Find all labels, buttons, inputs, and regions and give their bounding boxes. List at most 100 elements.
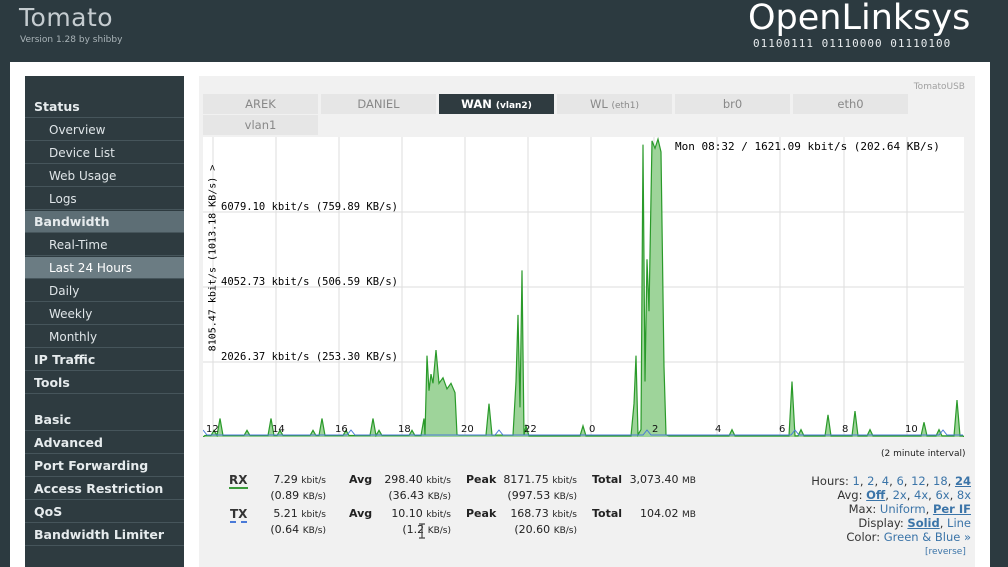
right-border: [990, 62, 1008, 567]
display-options: Display: Solid, Line: [858, 516, 971, 530]
tab-vlan1[interactable]: vlan1: [203, 115, 318, 135]
hours-option-1[interactable]: 1: [852, 474, 860, 488]
hour-tick-label: 20: [461, 424, 474, 435]
tab-eth0[interactable]: eth0: [793, 94, 908, 114]
app-version: Version 1.28 by shibby: [20, 35, 123, 45]
hour-tick-label: 16: [335, 424, 348, 435]
hours-option-6[interactable]: 6: [896, 474, 904, 488]
brand-logo-binary: 01100111 01110000 01110100: [753, 37, 952, 50]
sidebar-item-real-time[interactable]: Real-Time: [25, 234, 184, 256]
hour-tick-label: 10: [905, 424, 918, 435]
tab-daniel[interactable]: DANIEL: [321, 94, 436, 114]
bandwidth-graph[interactable]: 12 14 16 18 20 22 0 2 4 6 8 10 6079.10 kbit/s (759.8…: [202, 136, 965, 438]
sidebar-item-advanced[interactable]: Advanced: [25, 432, 184, 454]
hours-option-2[interactable]: 2: [867, 474, 875, 488]
sidebar-item-port-forwarding[interactable]: Port Forwarding: [25, 455, 184, 477]
hours-option-4[interactable]: 4: [881, 474, 890, 488]
color-options: Color: Green & Blue »: [846, 530, 971, 544]
sidebar-item-logs[interactable]: Logs: [25, 188, 184, 210]
rx-rate: 7.29 kbit/s: [273, 473, 326, 486]
sidebar-item-weekly[interactable]: Weekly: [25, 303, 184, 325]
hours-options: Hours: 1, 2, 4, 6, 12, 18, 24: [811, 474, 971, 488]
max-option-per-if[interactable]: Per IF: [932, 502, 971, 516]
app-title: Tomato: [19, 3, 114, 32]
value-gridline-label: 2026.37 kbit/s (253.30 KB/s): [221, 351, 398, 363]
hour-tick-label: 6: [779, 424, 785, 435]
hour-tick-label: 0: [589, 424, 595, 435]
sidebar-item-tools[interactable]: Tools: [25, 372, 184, 394]
sidebar-item-daily[interactable]: Daily: [25, 280, 184, 302]
graph-max-label: 8105.47 kbit/s (1013.18 KB/s) >: [207, 164, 219, 352]
rx-peak-kb: (997.53 KB/s): [507, 489, 577, 502]
sidebar-item-web-usage[interactable]: Web Usage: [25, 165, 184, 187]
sidebar-item-bandwidth[interactable]: Bandwidth: [25, 211, 184, 233]
tx-avg-label: Avg: [349, 507, 373, 520]
hour-tick-label: 18: [398, 424, 411, 435]
rx-peak: 8171.75 kbit/s: [503, 473, 577, 486]
sidebar-item-bandwidth-limiter[interactable]: Bandwidth Limiter: [25, 524, 184, 546]
tab-arek[interactable]: AREK: [203, 94, 318, 114]
rx-label: RX: [229, 473, 248, 489]
sidebar-item-basic[interactable]: Basic: [25, 409, 184, 431]
tx-label: TX: [230, 507, 248, 523]
tx-rate-kb: (0.64 KB/s): [270, 523, 326, 536]
avg-option-4x[interactable]: 4x: [914, 488, 929, 502]
hour-tick-label: 14: [272, 424, 285, 435]
rx-line: [202, 136, 965, 438]
rx-avg-kb: (36.43 KB/s): [388, 489, 451, 502]
rx-total: 3,073.40 MB: [629, 473, 696, 486]
color-option-link[interactable]: Green & Blue »: [883, 530, 971, 544]
max-option-uniform[interactable]: Uniform: [879, 502, 926, 516]
hour-tick-label: 8: [842, 424, 848, 435]
brand-logo: OpenLinksys: [748, 0, 971, 38]
tx-peak-label: Peak: [466, 507, 497, 520]
tab-wan[interactable]: WAN (vlan2): [439, 94, 554, 114]
reverse-link[interactable]: [reverse]: [925, 547, 966, 557]
tx-total: 104.02 MB: [640, 507, 696, 520]
hour-tick-label: 22: [524, 424, 537, 435]
rx-total-label: Total: [592, 473, 623, 486]
tomatousb-tag: TomatoUSB: [913, 82, 965, 92]
sidebar-item-access-restriction[interactable]: Access Restriction: [25, 478, 184, 500]
sidebar-item-device-list[interactable]: Device List: [25, 142, 184, 164]
avg-option-off[interactable]: Off: [866, 488, 886, 502]
graph-timestamp: Mon 08:32 / 1621.09 kbit/s (202.64 KB/s): [675, 140, 940, 153]
sidebar-item-overview[interactable]: Overview: [25, 119, 184, 141]
rx-series: [202, 136, 965, 438]
tx-avg-kb: (1.2 KB/s): [402, 523, 451, 536]
display-option-line[interactable]: Line: [947, 516, 971, 530]
hours-option-24[interactable]: 24: [954, 474, 971, 488]
sidebar-item-qos[interactable]: QoS: [25, 501, 184, 523]
rx-avg: 298.40 kbit/s: [384, 473, 451, 486]
tx-peak: 168.73 kbit/s: [510, 507, 577, 520]
sidebar-item-ip-traffic[interactable]: IP Traffic: [25, 349, 184, 371]
value-gridline-label: 6079.10 kbit/s (759.89 KB/s): [221, 201, 398, 213]
tx-line: [202, 429, 963, 436]
avg-option-6x[interactable]: 6x: [935, 488, 950, 502]
hours-option-12[interactable]: 12: [911, 474, 926, 488]
max-options: Max: Uniform, Per IF: [848, 502, 971, 516]
graph-labels: 12 14 16 18 20 22 0 2 4 6 8 10 6079.10 kbit/s (759.8…: [206, 201, 918, 435]
bandwidth-graph-canvas: 12 14 16 18 20 22 0 2 4 6 8 10 6079.10 kbit/s (759.8…: [202, 136, 965, 438]
hour-tick-label: 12: [206, 424, 219, 435]
hour-tick-label: 2: [652, 424, 658, 435]
display-option-solid[interactable]: Solid: [907, 516, 940, 530]
tx-total-label: Total: [592, 507, 623, 520]
rx-rate-kb: (0.89 KB/s): [270, 489, 326, 502]
tab-wl[interactable]: WL (eth1): [557, 94, 672, 114]
avg-option-8x[interactable]: 8x: [956, 488, 971, 502]
rx-area: [203, 139, 964, 437]
sidebar-item-monthly[interactable]: Monthly: [25, 326, 184, 348]
sidebar-item-last-24-hours[interactable]: Last 24 Hours: [25, 257, 184, 279]
sidebar: Status Overview Device List Web Usage Lo…: [25, 76, 184, 567]
hours-option-18[interactable]: 18: [933, 474, 948, 488]
tx-rate: 5.21 kbit/s: [273, 507, 326, 520]
rx-avg-label: Avg: [349, 473, 373, 486]
rx-peak-label: Peak: [466, 473, 497, 486]
sidebar-item-status[interactable]: Status: [25, 96, 184, 118]
avg-option-2x[interactable]: 2x: [892, 488, 907, 502]
avg-options: Avg: Off, 2x, 4x, 6x, 8x: [837, 488, 971, 502]
tab-br0[interactable]: br0: [675, 94, 790, 114]
hour-tick-label: 4: [715, 424, 721, 435]
interval-label: (2 minute interval): [881, 449, 966, 459]
